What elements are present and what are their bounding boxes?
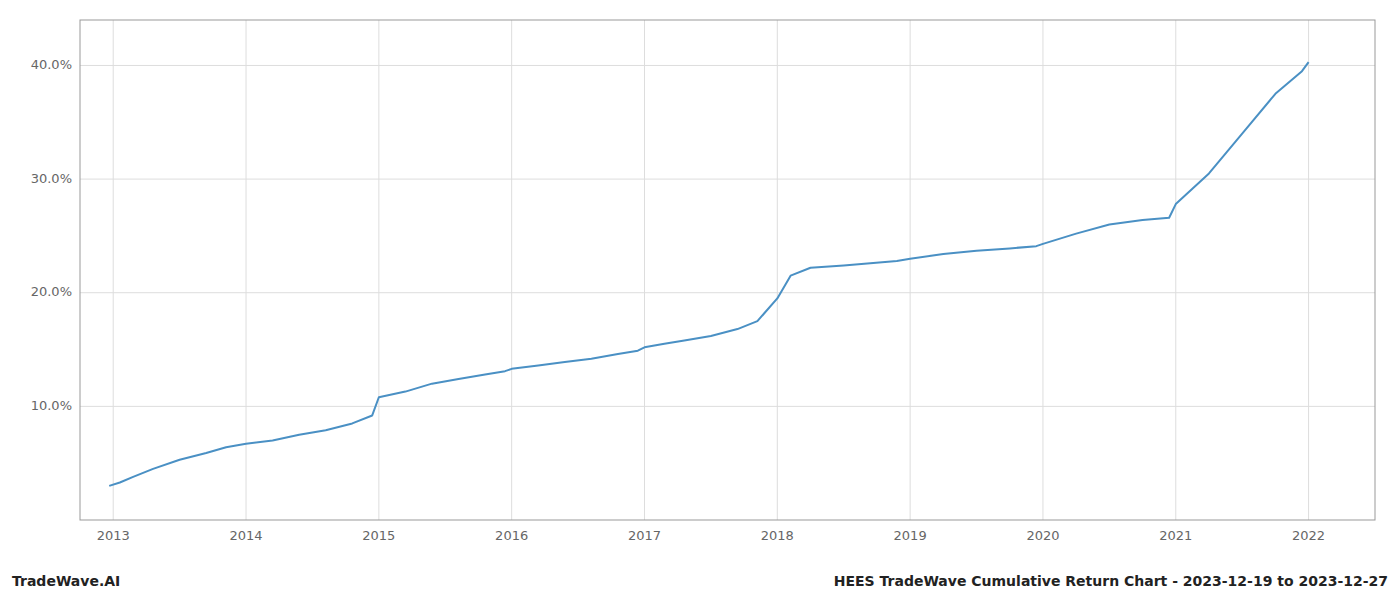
x-grid-line [910, 20, 911, 520]
chart: 10.0% 20.0% 30.0% 40.0% 2013 2014 2015 2016 2017… [0, 0, 1400, 600]
x-tick-label: 2017 [628, 528, 661, 543]
y-tick-label: 30.0% [31, 171, 72, 186]
x-grid-line [113, 20, 114, 520]
x-tick-label: 2016 [495, 528, 528, 543]
x-tick-label: 2021 [1159, 528, 1192, 543]
x-grid-line [511, 20, 512, 520]
y-grid-line [80, 65, 1375, 66]
plot-frame [80, 20, 1375, 520]
watermark: TradeWave.AI [12, 573, 120, 589]
x-grid-line [1042, 20, 1043, 520]
x-grid-line [246, 20, 247, 520]
y-grid-line [80, 179, 1375, 180]
x-tick-label: 2022 [1292, 528, 1325, 543]
x-tick-label: 2018 [761, 528, 794, 543]
y-tick-label: 10.0% [31, 398, 72, 413]
x-tick-label: 2013 [97, 528, 130, 543]
x-tick-label: 2015 [362, 528, 395, 543]
axes: 10.0% 20.0% 30.0% 40.0% 2013 2014 2015 2016 2017… [31, 20, 1375, 543]
grid [80, 20, 1375, 520]
texts: TradeWave.AI HEES TradeWave Cumulative Re… [12, 573, 1388, 589]
x-grid-line [1308, 20, 1309, 520]
x-tick-label: 2014 [229, 528, 262, 543]
x-grid-line [1175, 20, 1176, 520]
x-grid-line [644, 20, 645, 520]
x-tick-label: 2020 [1026, 528, 1059, 543]
x-tick-label: 2019 [894, 528, 927, 543]
x-grid-line [378, 20, 379, 520]
line [109, 62, 1308, 486]
title: HEES TradeWave Cumulative Return Chart -… [834, 573, 1388, 589]
y-grid-line [80, 292, 1375, 293]
y-tick-label: 40.0% [31, 57, 72, 72]
x-grid-line [777, 20, 778, 520]
data [109, 62, 1308, 486]
y-grid-line [80, 406, 1375, 407]
y-tick-label: 20.0% [31, 284, 72, 299]
